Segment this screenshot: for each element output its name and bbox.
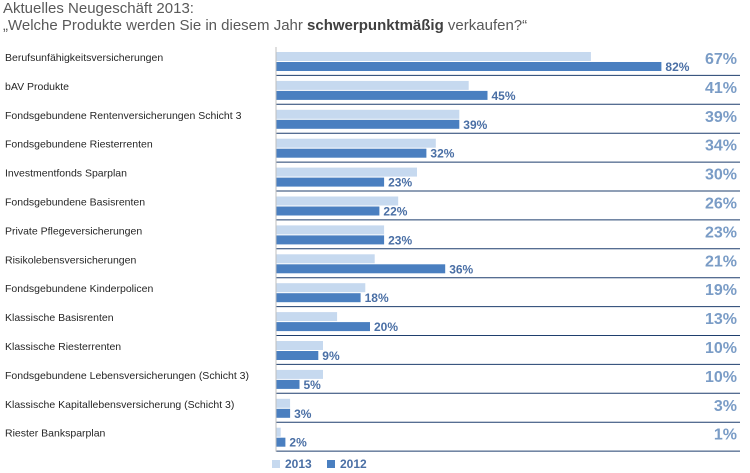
value-label-2012: 32% [430, 147, 454, 161]
value-label-2012: 82% [665, 60, 689, 74]
bar-2013 [276, 109, 460, 119]
bar-2013 [276, 369, 323, 379]
value-label-2013: 39% [705, 109, 737, 126]
bar-2012 [276, 177, 385, 187]
value-label-2013: 10% [705, 340, 737, 357]
bar-2012 [276, 408, 291, 418]
value-label-2012: 5% [304, 378, 322, 392]
value-label-2013: 67% [705, 51, 737, 68]
bar-2013 [276, 254, 375, 264]
value-label-2012: 18% [365, 291, 389, 305]
bar-2013 [276, 167, 417, 177]
bar-2012 [276, 264, 446, 274]
bar-2013 [276, 52, 591, 61]
bar-2013 [276, 398, 291, 408]
legend-label-2012: 2012 [340, 457, 367, 471]
bar-2013 [276, 312, 338, 322]
bar-2012 [276, 322, 370, 332]
bar-2012 [276, 119, 460, 129]
category-label: Fondsgebundene Kinderpolicen [5, 283, 153, 295]
category-label: bAV Produkte [5, 81, 69, 93]
value-label-2013: 19% [705, 282, 737, 299]
legend-label-2013: 2013 [285, 457, 312, 471]
bar-2013 [276, 283, 366, 293]
value-label-2012: 23% [388, 233, 412, 247]
category-label: Klassische Basisrenten [5, 312, 114, 324]
value-label-2012: 20% [374, 320, 398, 334]
bar-2012 [276, 293, 361, 303]
bar-2013 [276, 80, 469, 90]
bar-2012 [276, 235, 385, 245]
value-label-2013: 21% [705, 253, 737, 270]
bar-2013 [276, 427, 281, 437]
value-label-2012: 2% [289, 436, 307, 450]
bar-2012 [276, 206, 380, 216]
value-label-2013: 41% [705, 80, 737, 97]
title-line-1: Aktuelles Neugeschäft 2013: [3, 0, 194, 17]
value-label-2012: 39% [463, 118, 487, 132]
legend-item-2013: 2013 [272, 457, 312, 471]
value-label-2012: 45% [492, 89, 516, 103]
value-label-2012: 22% [383, 205, 407, 219]
bar-2013 [276, 225, 385, 235]
value-label-2012: 3% [294, 407, 312, 421]
bar-2012 [276, 351, 319, 360]
value-label-2013: 23% [705, 224, 737, 241]
bar-2013 [276, 138, 436, 148]
value-label-2013: 1% [714, 427, 737, 444]
bar-2013 [276, 196, 399, 206]
value-label-2013: 10% [705, 369, 737, 386]
value-label-2013: 3% [714, 398, 737, 415]
title-line-2: „Welche Produkte werden Sie in diesem Ja… [3, 17, 528, 34]
value-label-2012: 9% [322, 349, 340, 363]
bar-2012 [276, 148, 427, 158]
category-label: Fondsgebundene Riesterrenten [5, 139, 153, 151]
category-label: Risikolebensversicherungen [5, 254, 136, 266]
category-label: Klassische Riesterrenten [5, 341, 121, 353]
category-label: Fondsgebundene Rentenversicherungen Schi… [5, 110, 242, 122]
legend-item-2012: 2012 [327, 457, 367, 471]
legend-swatch-2012 [327, 460, 335, 468]
category-label: Fondsgebundene Lebensversicherungen (Sch… [5, 370, 249, 382]
value-label-2013: 26% [705, 196, 737, 213]
bar-2012 [276, 379, 300, 389]
value-label-2013: 34% [705, 138, 737, 155]
bar-2012 [276, 90, 488, 100]
value-label-2012: 23% [388, 176, 412, 190]
value-label-2013: 13% [705, 311, 737, 328]
value-label-2013: 30% [705, 167, 737, 184]
bar-2012 [276, 437, 286, 447]
category-label: Berufsunfähigkeitsversicherungen [5, 52, 163, 64]
bar-2013 [276, 341, 323, 350]
category-label: Investmentfonds Sparplan [5, 168, 127, 180]
category-label: Riester Banksparplan [5, 428, 106, 440]
category-label: Fondsgebundene Basisrenten [5, 197, 145, 209]
chart-title: Aktuelles Neugeschäft 2013: „Welche Prod… [3, 0, 527, 34]
bar-2012 [276, 62, 662, 71]
legend-swatch-2013 [272, 460, 280, 468]
value-label-2012: 36% [449, 262, 473, 276]
category-label: Private Pflegeversicherungen [5, 225, 142, 237]
category-label: Klassische Kapitallebensversicherung (Sc… [5, 399, 234, 411]
